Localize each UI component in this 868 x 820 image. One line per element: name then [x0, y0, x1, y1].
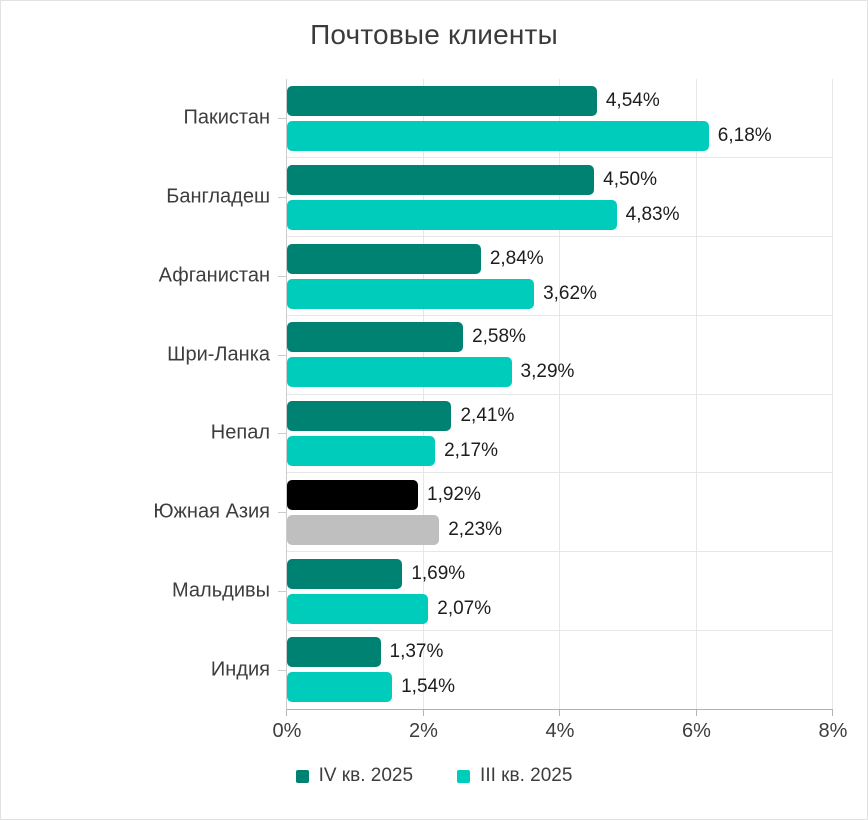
bar-series-2[interactable]: [287, 278, 535, 309]
bar-value-label: 3,62%: [543, 282, 597, 304]
bar-series-1[interactable]: [287, 558, 403, 589]
legend: IV кв. 2025 III кв. 2025: [1, 765, 867, 787]
y-axis-tick: [278, 275, 286, 277]
bar-value-label: 4,83%: [625, 203, 680, 225]
bar-series-1[interactable]: [287, 322, 464, 353]
category-label: Шри-Ланка: [167, 343, 270, 366]
bar-value-label: 4,50%: [603, 168, 657, 190]
y-axis-tick: [278, 433, 286, 435]
x-axis-tick: [695, 710, 697, 716]
category-label: Мальдивы: [172, 579, 270, 602]
y-axis-tick: [278, 512, 286, 514]
bar-value-label: 1,54%: [401, 676, 455, 698]
bar-series-2[interactable]: [287, 593, 429, 624]
bar-value-label: 2,17%: [444, 440, 498, 461]
y-axis-tick: [278, 669, 286, 671]
row-separator: [287, 236, 833, 237]
bar-group: 1,69% 2,07%: [287, 552, 833, 631]
bar-group: 1,92% 2,23%: [287, 473, 833, 552]
x-axis-label: 6%: [682, 720, 711, 742]
x-axis-tick: [832, 710, 833, 716]
bar-value-label: 2,07%: [437, 597, 492, 619]
category-label: Индия: [210, 658, 270, 681]
bar-series-1[interactable]: [287, 479, 419, 510]
y-axis-labels: Пакистан Бангладеш Афганистан Шри-Ланка Непа…: [1, 79, 286, 709]
bar-group: 1,37% 1,54%: [287, 630, 833, 709]
row-separator: [287, 629, 833, 631]
legend-label-q4: IV кв. 2025: [318, 765, 414, 786]
row-separator: [287, 157, 833, 159]
y-axis-tick: [278, 354, 286, 356]
chart-title: Почтовые клиенты: [310, 19, 558, 50]
bar-value-label: 2,23%: [448, 518, 503, 540]
x-axis-label: 8%: [818, 720, 848, 742]
legend-label-q3: III кв. 2025: [480, 765, 573, 786]
y-axis-tick: [278, 590, 286, 592]
x-axis-tick: [286, 710, 287, 716]
category-label: Афганистан: [158, 264, 270, 287]
bar-series-2[interactable]: [287, 436, 436, 466]
category-label: Непал: [210, 421, 270, 444]
bar-value-label: 3,29%: [520, 361, 575, 383]
bar-value-label: 1,69%: [411, 562, 466, 584]
legend-item-q3[interactable]: III кв. 2025: [457, 765, 572, 787]
legend-swatch-q4-icon: [295, 769, 309, 783]
bar-series-2[interactable]: [287, 121, 709, 151]
bar-value-label: 1,92%: [427, 483, 481, 505]
category-label: Бангладеш: [166, 185, 270, 208]
bar-value-label: 1,37%: [389, 641, 444, 663]
row-separator: [287, 472, 833, 474]
x-axis-tick: [559, 710, 560, 716]
y-axis-tick: [278, 197, 286, 199]
bar-group: 2,58% 3,29%: [287, 315, 833, 394]
legend-swatch-q3-icon: [457, 769, 471, 783]
bar-group: 2,84% 3,62%: [287, 237, 833, 316]
bar-series-1[interactable]: [287, 401, 452, 431]
bar-series-2[interactable]: [287, 199, 617, 230]
row-separator: [287, 393, 833, 395]
x-axis-label: 4%: [545, 720, 575, 742]
bar-series-2[interactable]: [287, 514, 440, 545]
category-label: Пакистан: [183, 106, 270, 129]
bar-value-label: 2,84%: [489, 247, 544, 269]
bar-series-1[interactable]: [287, 637, 381, 668]
bar-series-1[interactable]: [287, 86, 597, 116]
x-axis-label: 0%: [272, 720, 302, 742]
bar-series-1[interactable]: [287, 164, 595, 195]
bar-series-2[interactable]: [287, 672, 393, 703]
bar-series-1[interactable]: [287, 243, 481, 274]
bar-group: 4,54% 6,18%: [287, 79, 833, 158]
x-axis-label: 2%: [409, 720, 438, 742]
row-separator: [287, 551, 833, 552]
x-axis-tick: [422, 710, 424, 716]
category-label: Южная Азия: [153, 500, 270, 523]
bar-group: 4,50% 4,83%: [287, 158, 833, 237]
y-axis-tick: [278, 118, 286, 120]
bar-value-label: 2,41%: [460, 405, 515, 426]
legend-item-q4[interactable]: IV кв. 2025: [295, 765, 414, 787]
row-separator: [287, 314, 833, 316]
bar-value-label: 2,58%: [472, 326, 526, 348]
plot-area: 0% 2% 4% 6% 8% 4,54% 6,18% 4,50% 4,83% 2,84% 3,62%…: [273, 79, 847, 742]
bar-group: 2,41% 2,17%: [287, 394, 833, 473]
bar-value-label: 6,18%: [717, 125, 772, 146]
bar-series-2[interactable]: [287, 357, 512, 388]
bar-value-label: 4,54%: [605, 90, 660, 111]
